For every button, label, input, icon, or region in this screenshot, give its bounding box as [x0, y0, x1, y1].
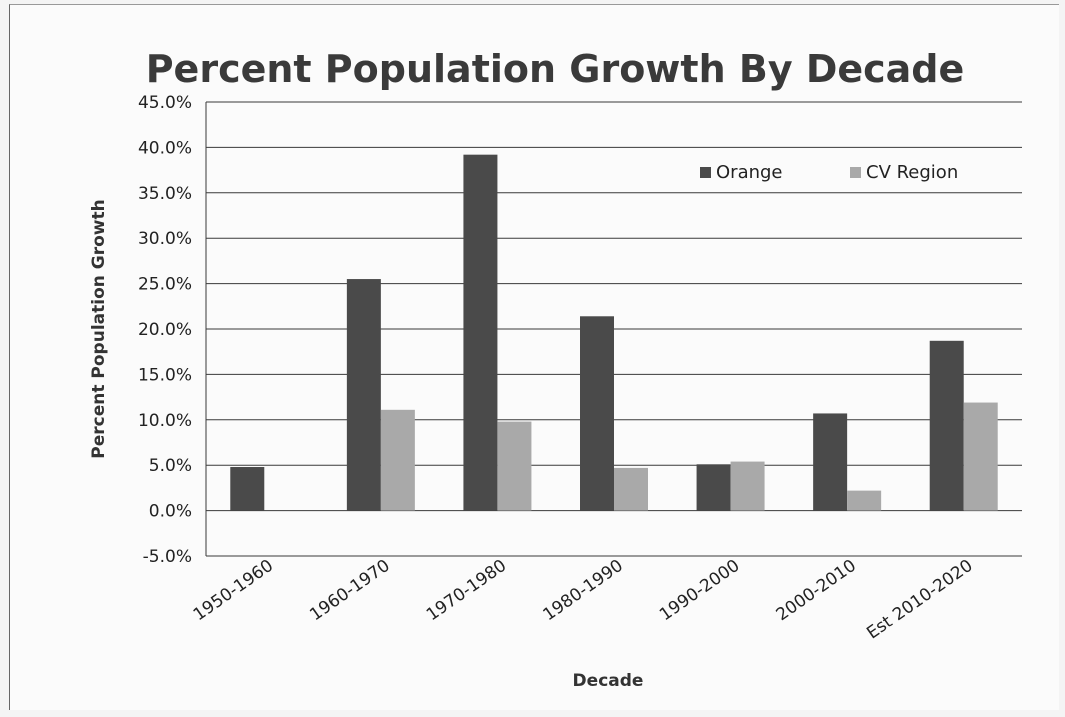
- x-tick-label: 1950-1960: [190, 556, 277, 626]
- chart-frame: Percent Population Growth By Decade -5.0…: [9, 4, 1059, 710]
- bar-orange-6: [929, 340, 964, 511]
- legend-swatch: [850, 167, 861, 178]
- bar-cv-region-5: [847, 490, 882, 511]
- bar-chart: Percent Population Growth By Decade -5.0…: [89, 47, 1022, 691]
- bar-cv-region-6: [963, 402, 998, 511]
- y-tick-label: -5.0%: [143, 547, 192, 567]
- y-tick-label: 45.0%: [138, 93, 192, 113]
- bar-orange-2: [463, 154, 498, 511]
- x-tick-label: Est 2010-2020: [863, 556, 976, 644]
- chart-title: Percent Population Growth By Decade: [146, 47, 965, 91]
- bars: [230, 154, 998, 511]
- bar-orange-5: [813, 413, 848, 511]
- x-axis-title: Decade: [573, 671, 644, 691]
- bar-orange-0: [230, 467, 265, 511]
- y-tick-label: 30.0%: [138, 229, 192, 249]
- y-tick-label: 25.0%: [138, 275, 192, 295]
- bar-orange-4: [696, 464, 731, 511]
- bar-cv-region-3: [614, 467, 648, 511]
- legend-label: CV Region: [866, 162, 958, 183]
- bar-orange-3: [580, 316, 614, 511]
- x-tick-label: 1970-1980: [423, 556, 510, 626]
- bar-cv-region-2: [497, 421, 532, 511]
- y-tick-label: 5.0%: [149, 456, 192, 476]
- x-tick-label: 2000-2010: [773, 556, 860, 626]
- y-tick-label: 20.0%: [138, 320, 192, 340]
- y-axis-title: Percent Population Growth: [89, 199, 109, 458]
- legend-label: Orange: [716, 162, 783, 183]
- y-tick-label: 0.0%: [149, 502, 192, 522]
- legend: Orange CV Region: [700, 162, 958, 183]
- x-tick-label: 1990-2000: [656, 556, 743, 626]
- y-tick-label: 35.0%: [138, 184, 192, 204]
- x-tick-label: 1960-1970: [306, 556, 393, 626]
- bar-cv-region-4: [730, 461, 765, 511]
- y-axis-ticks: -5.0% 0.0% 5.0% 10.0% 15.0% 20.0% 25.0% 30.0% 35…: [138, 93, 192, 567]
- y-tick-label: 40.0%: [138, 138, 192, 158]
- bar-cv-region-1: [380, 409, 415, 511]
- y-tick-label: 10.0%: [138, 411, 192, 431]
- x-axis-ticks: 1950-1960 1960-1970 1970-1980 1980-1990 1990…: [190, 556, 977, 644]
- bar-orange-1: [346, 279, 381, 511]
- y-tick-label: 15.0%: [138, 365, 192, 385]
- legend-swatch: [700, 167, 711, 178]
- x-tick-label: 1980-1990: [539, 556, 626, 626]
